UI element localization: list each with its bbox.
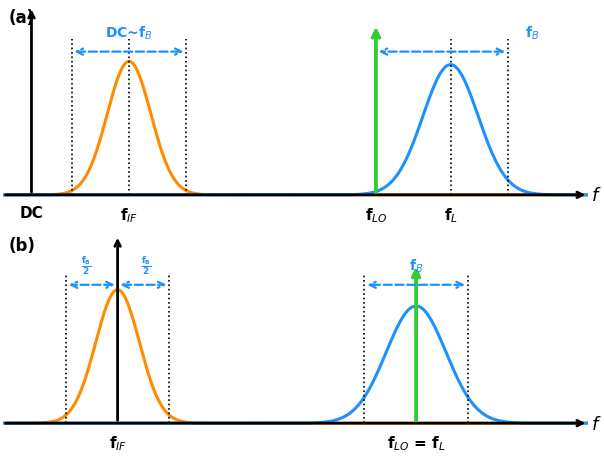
Text: f$_B$: f$_B$ bbox=[525, 24, 539, 42]
Text: f$_{LO}$ = f$_L$: f$_{LO}$ = f$_L$ bbox=[387, 435, 446, 453]
Text: f$_B$: f$_B$ bbox=[409, 258, 423, 275]
Text: f$_L$: f$_L$ bbox=[443, 206, 458, 225]
Text: DC~f$_B$: DC~f$_B$ bbox=[105, 24, 153, 42]
Text: DC: DC bbox=[19, 206, 43, 221]
Text: (a): (a) bbox=[8, 9, 35, 27]
Text: f$_{IF}$: f$_{IF}$ bbox=[109, 435, 127, 453]
Text: $\mathbf{\frac{f_B}{2}}$: $\mathbf{\frac{f_B}{2}}$ bbox=[141, 254, 152, 277]
Text: $f$: $f$ bbox=[591, 416, 602, 434]
Text: (b): (b) bbox=[8, 237, 36, 256]
Text: $f$: $f$ bbox=[591, 187, 602, 206]
Text: $\mathbf{\frac{f_B}{2}}$: $\mathbf{\frac{f_B}{2}}$ bbox=[80, 254, 91, 277]
Text: f$_{IF}$: f$_{IF}$ bbox=[120, 206, 138, 225]
Text: f$_{LO}$: f$_{LO}$ bbox=[365, 206, 387, 225]
